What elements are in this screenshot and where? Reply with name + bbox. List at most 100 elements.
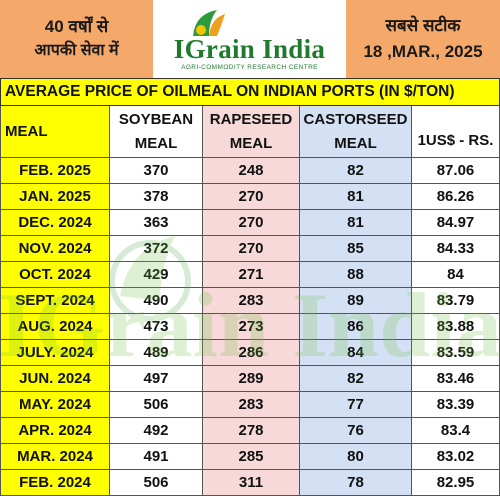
table-row: AUG. 2024 473 273 86 83.88 (0, 314, 500, 340)
igrain-logo: IGrain India AGRI-COMMODITY RESEARCH CEN… (157, 4, 342, 74)
rapeseed-cell: 283 (203, 288, 300, 314)
castorseed-cell: 82 (300, 366, 412, 392)
castorseed-cell: 88 (300, 262, 412, 288)
usd-rs-cell: 83.02 (412, 444, 500, 470)
header-soybean-line2: MEAL (134, 134, 178, 152)
rapeseed-cell: 273 (203, 314, 300, 340)
usd-rs-cell: 87.06 (412, 158, 500, 184)
soybean-cell: 491 (110, 444, 203, 470)
usd-rs-cell: 84.33 (412, 236, 500, 262)
castorseed-cell: 80 (300, 444, 412, 470)
rapeseed-cell: 286 (203, 340, 300, 366)
tagline-line2: आपकी सेवा में (34, 42, 119, 59)
month-cell: APR. 2024 (0, 418, 110, 444)
header-meal: MEAL (0, 106, 110, 158)
rapeseed-cell: 283 (203, 392, 300, 418)
usd-rs-cell: 83.4 (412, 418, 500, 444)
usd-rs-cell: 83.39 (412, 392, 500, 418)
header-castorseed-line1: CASTORSEED (303, 110, 408, 128)
rapeseed-cell: 278 (203, 418, 300, 444)
logo-subtitle: AGRI-COMMODITY RESEARCH CENTRE (181, 64, 318, 71)
header-soybean: SOYBEAN MEAL (110, 106, 203, 158)
table-header-row: MEAL SOYBEAN MEAL RAPESEED MEAL CASTORSE… (0, 106, 500, 158)
header-left-tagline: 40 वर्षों से आपकी सेवा में (0, 0, 153, 78)
rapeseed-cell: 270 (203, 210, 300, 236)
month-cell: SEPT. 2024 (0, 288, 110, 314)
rapeseed-cell: 248 (203, 158, 300, 184)
header-meal-label: MEAL (5, 122, 48, 140)
table-row: JAN. 2025 378 270 81 86.26 (0, 184, 500, 210)
rapeseed-cell: 311 (203, 470, 300, 496)
soybean-cell: 490 (110, 288, 203, 314)
oilmeal-price-table: MEAL SOYBEAN MEAL RAPESEED MEAL CASTORSE… (0, 106, 500, 496)
castorseed-cell: 81 (300, 184, 412, 210)
month-cell: MAY. 2024 (0, 392, 110, 418)
table-row: JUN. 2024 497 289 82 83.46 (0, 366, 500, 392)
usd-rs-cell: 84.97 (412, 210, 500, 236)
grain-emblem-icon (193, 10, 225, 36)
rapeseed-cell: 285 (203, 444, 300, 470)
usd-rs-cell: 83.46 (412, 366, 500, 392)
logo-text: IGrain India (173, 34, 326, 64)
month-cell: JAN. 2025 (0, 184, 110, 210)
table-row: MAR. 2024 491 285 80 83.02 (0, 444, 500, 470)
header-soybean-line1: SOYBEAN (118, 110, 194, 128)
month-cell: JUN. 2024 (0, 366, 110, 392)
rapeseed-cell: 270 (203, 184, 300, 210)
month-cell: MAR. 2024 (0, 444, 110, 470)
usd-rs-cell: 82.95 (412, 470, 500, 496)
month-cell: JULY. 2024 (0, 340, 110, 366)
castorseed-cell: 77 (300, 392, 412, 418)
usd-rs-cell: 83.88 (412, 314, 500, 340)
soybean-cell: 489 (110, 340, 203, 366)
castorseed-cell: 89 (300, 288, 412, 314)
table-title: AVERAGE PRICE OF OILMEAL ON INDIAN PORTS… (0, 78, 500, 106)
soybean-cell: 506 (110, 470, 203, 496)
month-cell: FEB. 2024 (0, 470, 110, 496)
header-usd-rs: 1US$ - RS. (412, 106, 500, 158)
soybean-cell: 370 (110, 158, 203, 184)
rapeseed-cell: 289 (203, 366, 300, 392)
header-right-date: सबसे सटीक 18 ,MAR., 2025 (346, 0, 500, 78)
header-rapeseed: RAPESEED MEAL (203, 106, 300, 158)
castorseed-cell: 78 (300, 470, 412, 496)
month-cell: FEB. 2025 (0, 158, 110, 184)
header-castorseed-line2: MEAL (334, 134, 377, 152)
table-row: OCT. 2024 429 271 88 84 (0, 262, 500, 288)
soybean-cell: 497 (110, 366, 203, 392)
soybean-cell: 363 (110, 210, 203, 236)
table-row: FEB. 2024 506 311 78 82.95 (0, 470, 500, 496)
soybean-cell: 429 (110, 262, 203, 288)
header-usd-rs-label: 1US$ - RS. (417, 132, 494, 149)
month-cell: DEC. 2024 (0, 210, 110, 236)
table-row: JULY. 2024 489 286 84 83.59 (0, 340, 500, 366)
month-cell: NOV. 2024 (0, 236, 110, 262)
tagline-line1: 40 वर्षों से (44, 17, 109, 36)
header-rapeseed-line1: RAPESEED (209, 110, 293, 128)
soybean-cell: 492 (110, 418, 203, 444)
soybean-cell: 506 (110, 392, 203, 418)
logo-area: IGrain India AGRI-COMMODITY RESEARCH CEN… (153, 0, 346, 78)
table-row: APR. 2024 492 278 76 83.4 (0, 418, 500, 444)
table-row: FEB. 2025 370 248 82 87.06 (0, 158, 500, 184)
table-row: DEC. 2024 363 270 81 84.97 (0, 210, 500, 236)
castorseed-cell: 82 (300, 158, 412, 184)
month-cell: OCT. 2024 (0, 262, 110, 288)
usd-rs-cell: 83.79 (412, 288, 500, 314)
header-rapeseed-line2: MEAL (229, 134, 273, 152)
soybean-cell: 473 (110, 314, 203, 340)
castorseed-cell: 81 (300, 210, 412, 236)
castorseed-cell: 84 (300, 340, 412, 366)
usd-rs-cell: 84 (412, 262, 500, 288)
usd-rs-cell: 83.59 (412, 340, 500, 366)
table-row: NOV. 2024 372 270 85 84.33 (0, 236, 500, 262)
header-banner: 40 वर्षों से आपकी सेवा में IGrain India … (0, 0, 500, 78)
header-castorseed: CASTORSEED MEAL (300, 106, 412, 158)
soybean-cell: 378 (110, 184, 203, 210)
rapeseed-cell: 270 (203, 236, 300, 262)
accuracy-tagline: सबसे सटीक (385, 16, 461, 35)
castorseed-cell: 86 (300, 314, 412, 340)
month-cell: AUG. 2024 (0, 314, 110, 340)
usd-rs-cell: 86.26 (412, 184, 500, 210)
report-date: 18 ,MAR., 2025 (363, 42, 483, 61)
